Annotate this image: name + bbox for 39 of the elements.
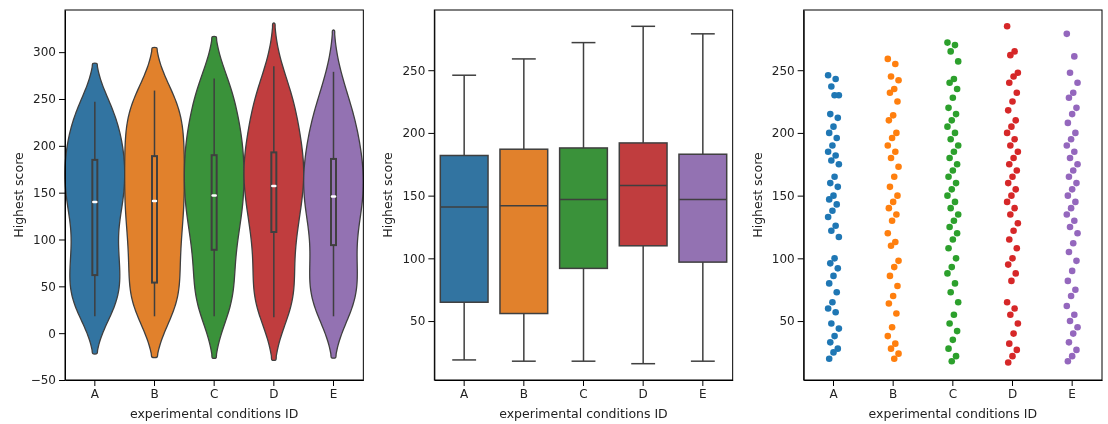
y-tick-label: 100 [33, 232, 56, 247]
y-tick-label: 50 [779, 314, 795, 329]
y-tick-label: 200 [33, 139, 56, 154]
x-tick-label: D [269, 386, 279, 401]
y-tick-label: 200 [771, 126, 795, 141]
y-tick-label: 50 [40, 279, 56, 294]
y-tick-label: 150 [402, 188, 426, 203]
x-tick-label: E [699, 386, 707, 401]
y-tick-label: 100 [402, 251, 426, 266]
y-tick-label: 200 [402, 126, 426, 141]
y-tick-label: 300 [33, 45, 56, 60]
y-tick-label: 0 [48, 326, 56, 341]
y-axis-title: Highest score [11, 152, 26, 238]
x-tick-label: D [638, 386, 648, 401]
x-tick-label: B [519, 386, 528, 401]
x-axis-title: experimental conditions ID [129, 406, 299, 421]
x-tick-label: A [460, 386, 470, 401]
x-tick-label: C [948, 386, 958, 401]
x-tick-label: A [90, 386, 100, 401]
y-tick-label: −50 [30, 373, 56, 388]
y-tick-label: 250 [33, 92, 56, 107]
x-tick-label: D [1007, 386, 1018, 401]
y-tick-label: 250 [402, 63, 426, 78]
y-tick-label: 100 [771, 251, 795, 266]
x-axis-title: experimental conditions ID [499, 406, 668, 421]
x-tick-label: C [579, 386, 588, 401]
x-tick-label: B [150, 386, 159, 401]
y-tick-label: 150 [33, 186, 56, 200]
x-tick-label: E [329, 386, 338, 401]
x-axis-title: experimental conditions ID [868, 406, 1038, 421]
x-tick-label: A [829, 386, 839, 401]
x-tick-label: B [889, 386, 898, 401]
y-tick-label: 50 [410, 314, 426, 329]
y-axis-title: Highest score [749, 152, 765, 238]
y-axis-title: Highest score [380, 152, 396, 238]
y-tick-label: 150 [771, 188, 795, 203]
x-tick-label: E [1068, 386, 1076, 401]
y-tick-label: 250 [771, 63, 795, 78]
x-tick-label: C [209, 386, 219, 401]
